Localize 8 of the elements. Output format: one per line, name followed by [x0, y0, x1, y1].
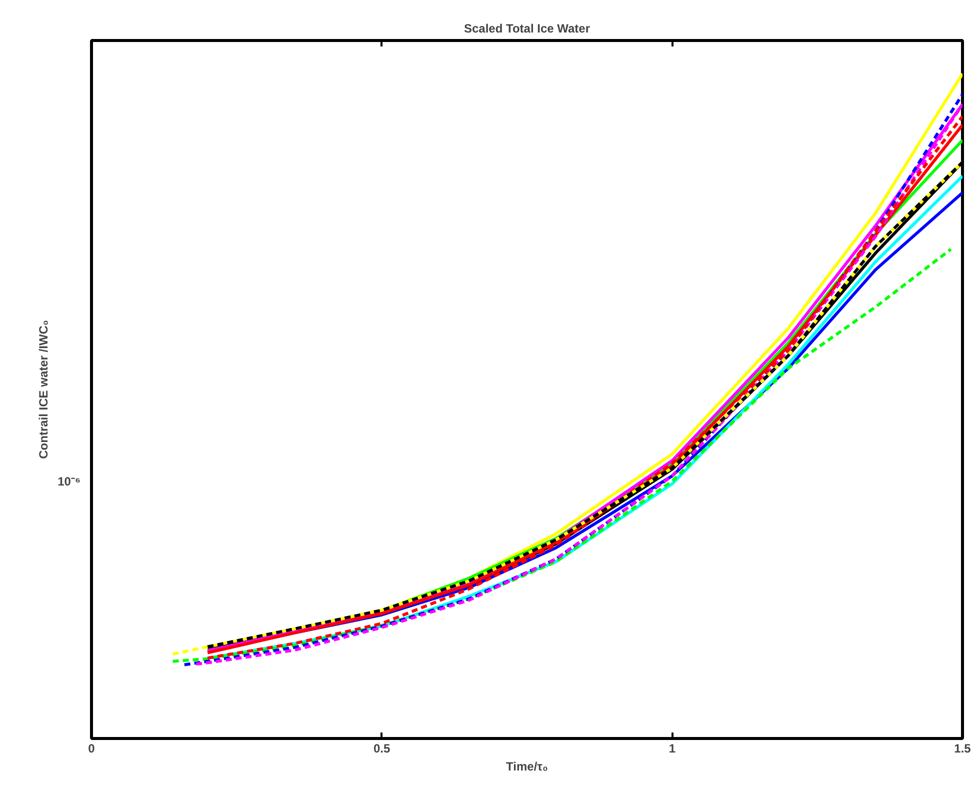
text: 10⁻⁶	[58, 474, 80, 489]
x-tick-label: 1.5	[954, 742, 972, 756]
y-axis-title: Contrail ICE water /IWC₀	[36, 320, 51, 459]
x-tick-label: 1	[668, 742, 676, 756]
x-tick-label: 0	[88, 742, 96, 756]
x-tick-label: 0.5	[373, 742, 390, 756]
x-axis-title: Time/τ₀	[506, 760, 548, 774]
chart-title: Scaled Total Ice Water	[464, 22, 590, 36]
